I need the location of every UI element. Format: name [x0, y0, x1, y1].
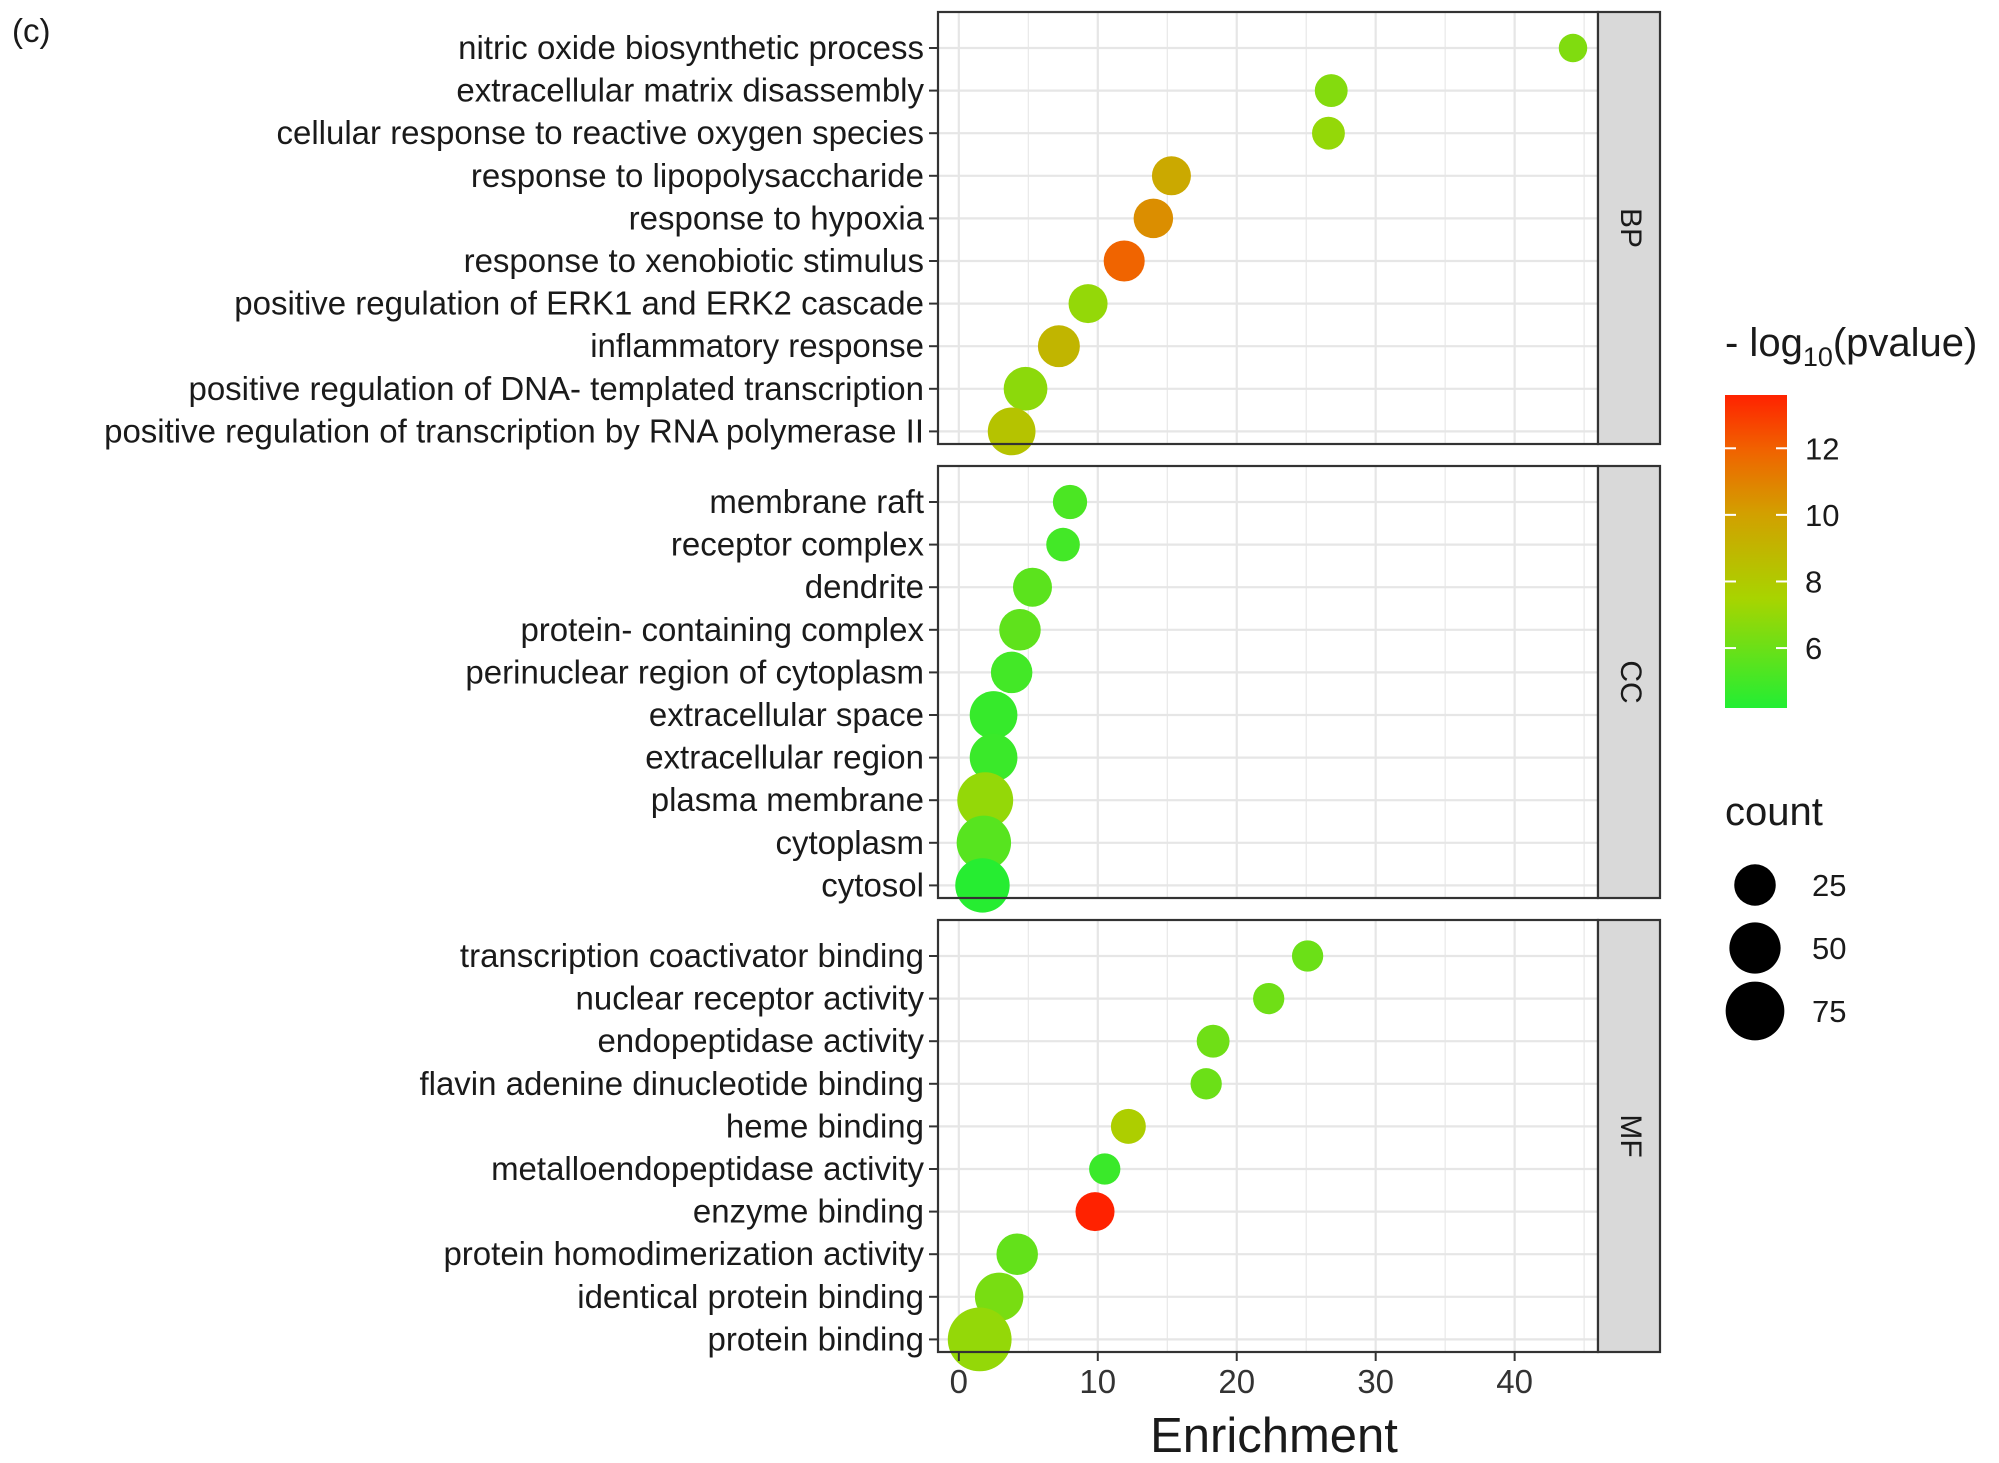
- panel-tag: (c): [12, 12, 50, 49]
- data-point: [1052, 484, 1088, 520]
- facet-strip-label: CC: [1614, 660, 1647, 703]
- x-axis: 0 10 20 30 40: [950, 1352, 1533, 1400]
- category-label: protein homodimerization activity: [443, 1235, 924, 1272]
- data-point: [956, 815, 1012, 871]
- category-label: response to lipopolysaccharide: [471, 157, 924, 194]
- category-label: extracellular region: [645, 739, 924, 776]
- category-label: positive regulation of transcription by …: [104, 412, 924, 449]
- data-point: [990, 651, 1033, 694]
- color-bar-tick-label: 10: [1805, 498, 1839, 533]
- facet-strip: [1596, 10, 1662, 446]
- category-label: protein binding: [708, 1320, 925, 1357]
- data-point: [1003, 366, 1048, 411]
- data-point: [1196, 1024, 1230, 1058]
- data-point: [987, 407, 1036, 456]
- data-point: [1190, 1068, 1222, 1100]
- panel-background: [938, 466, 1598, 898]
- category-label: metalloendopeptidase activity: [491, 1150, 924, 1187]
- size-legend-dot: [1729, 922, 1781, 974]
- size-legend-label: 25: [1812, 868, 1846, 903]
- x-tick-label: 40: [1496, 1363, 1533, 1400]
- category-label: endopeptidase activity: [597, 1022, 924, 1059]
- category-label: response to xenobiotic stimulus: [464, 242, 924, 279]
- color-bar-ticks: 6 8 10 12: [1725, 431, 1839, 666]
- color-bar: [1725, 395, 1787, 708]
- facet-panel-cc: membrane raft receptor complex dendrite pro…: [465, 464, 1662, 913]
- category-label: cellular response to reactive oxygen spe…: [276, 114, 924, 151]
- category-label: nuclear receptor activity: [576, 980, 925, 1017]
- data-point: [1133, 198, 1174, 239]
- category-label: flavin adenine dinucleotide binding: [419, 1065, 924, 1102]
- data-point: [1312, 116, 1345, 150]
- data-point: [1314, 74, 1348, 108]
- category-label: heme binding: [726, 1107, 924, 1144]
- category-label: nitric oxide biosynthetic process: [458, 29, 924, 66]
- category-label: perinuclear region of cytoplasm: [465, 653, 924, 690]
- data-point: [1151, 156, 1191, 196]
- color-bar-tick-label: 6: [1805, 631, 1822, 666]
- facet-panel-mf: transcription coactivator binding nuclear…: [419, 918, 1662, 1372]
- panel-background: [938, 12, 1598, 444]
- category-label: positive regulation of ERK1 and ERK2 cas…: [234, 285, 924, 322]
- data-point: [1068, 284, 1108, 324]
- data-point: [1089, 1153, 1121, 1185]
- facet-strip-label: MF: [1614, 1114, 1647, 1157]
- x-tick-label: 10: [1079, 1363, 1116, 1400]
- data-point: [1110, 1108, 1146, 1144]
- size-legend-label: 75: [1812, 994, 1846, 1029]
- category-label: transcription coactivator binding: [460, 937, 924, 974]
- data-point: [947, 1307, 1012, 1372]
- data-point: [1558, 33, 1588, 63]
- x-tick-label: 0: [950, 1363, 968, 1400]
- facet-strip-label: BP: [1614, 208, 1647, 248]
- data-point: [957, 772, 1014, 829]
- category-label: membrane raft: [709, 483, 924, 520]
- facet-strip: [1596, 918, 1662, 1354]
- category-label: dendrite: [805, 568, 924, 605]
- data-point: [969, 733, 1018, 782]
- facet-panel-bp: nitric oxide biosynthetic process extrace…: [104, 10, 1662, 456]
- facet-strip: [1596, 464, 1662, 900]
- data-point: [1253, 982, 1285, 1015]
- color-legend-title: - log10(pvalue): [1725, 321, 1977, 372]
- data-point: [1046, 527, 1080, 562]
- color-bar-tick-label: 12: [1805, 431, 1839, 466]
- data-point: [969, 691, 1018, 739]
- category-label: cytoplasm: [775, 824, 924, 861]
- data-point: [1012, 567, 1052, 607]
- data-point: [1103, 240, 1145, 282]
- size-legend-items: 25 50 75: [1725, 864, 1846, 1041]
- category-label: extracellular matrix disassembly: [456, 72, 924, 109]
- category-label: cytosol: [821, 866, 924, 903]
- x-axis-title: Enrichment: [1150, 1409, 1398, 1463]
- category-label: positive regulation of DNA- templated tr…: [188, 370, 924, 407]
- color-bar-tick-label: 8: [1805, 564, 1822, 599]
- size-legend-dot: [1734, 864, 1776, 906]
- category-label: enzyme binding: [693, 1193, 924, 1230]
- x-tick-label: 30: [1357, 1363, 1394, 1400]
- category-label: receptor complex: [671, 526, 925, 563]
- data-point: [996, 1233, 1038, 1275]
- size-legend-label: 50: [1812, 931, 1846, 966]
- size-legend: count 25 50 75: [1725, 790, 1846, 1041]
- data-point: [1075, 1192, 1115, 1232]
- data-point: [1037, 325, 1080, 368]
- category-label: protein- containing complex: [520, 611, 924, 648]
- data-point: [955, 858, 1010, 913]
- data-point: [999, 609, 1041, 651]
- color-legend: - log10(pvalue) 6 8 10 12: [1725, 321, 1977, 708]
- size-legend-title: count: [1725, 790, 1823, 834]
- category-label: extracellular space: [649, 696, 924, 733]
- category-label: identical protein binding: [577, 1278, 924, 1315]
- facet-panels: nitric oxide biosynthetic process extrace…: [104, 10, 1662, 1372]
- category-label: response to hypoxia: [629, 199, 925, 236]
- x-tick-label: 20: [1218, 1363, 1255, 1400]
- size-legend-dot: [1725, 981, 1785, 1041]
- category-label: inflammatory response: [590, 327, 924, 364]
- category-label: plasma membrane: [651, 781, 924, 818]
- data-point: [1291, 940, 1324, 972]
